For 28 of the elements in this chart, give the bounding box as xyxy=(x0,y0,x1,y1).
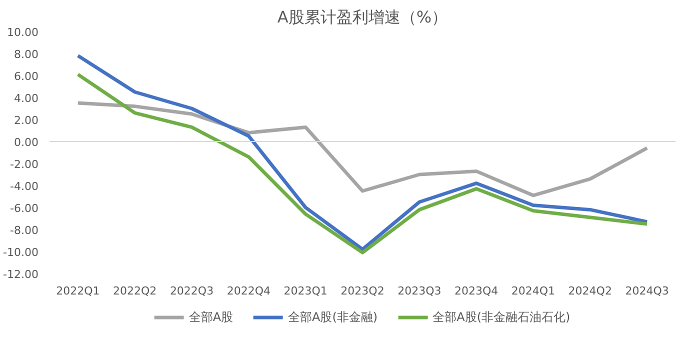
x-tick-label: 2022Q4 xyxy=(226,284,271,298)
x-tick-label: 2024Q2 xyxy=(568,284,612,298)
y-tick-label: -12.00 xyxy=(3,268,39,281)
y-tick-label: 0.00 xyxy=(14,136,39,149)
y-tick-label: 4.00 xyxy=(14,92,39,105)
x-tick-label: 2023Q2 xyxy=(340,284,384,298)
x-tick-label: 2024Q3 xyxy=(625,284,669,298)
y-tick-label: 6.00 xyxy=(14,70,39,83)
y-tick-label: -10.00 xyxy=(3,246,39,259)
chart-title: A股累计盈利增速（%） xyxy=(277,8,448,26)
x-tick-label: 2022Q3 xyxy=(170,284,214,298)
legend-label: 全部A股(非金融) xyxy=(288,308,378,326)
x-tick-label: 2023Q4 xyxy=(454,284,498,298)
line-series xyxy=(76,101,649,198)
legend-label: 全部A股 xyxy=(188,308,234,326)
y-tick-label: 2.00 xyxy=(14,114,39,127)
y-tick-label: -2.00 xyxy=(10,158,39,171)
y-tick-label: -8.00 xyxy=(10,224,39,237)
x-tick-label: 2022Q1 xyxy=(56,284,100,298)
y-tick-label: -4.00 xyxy=(10,180,39,193)
y-tick-label: 8.00 xyxy=(14,48,39,61)
x-tick-label: 2024Q1 xyxy=(511,284,556,298)
x-tick-label: 2023Q1 xyxy=(284,284,328,298)
x-tick-label: 2022Q2 xyxy=(113,284,157,298)
x-tick-label: 2023Q3 xyxy=(398,284,442,298)
y-tick-label: 10.00 xyxy=(7,26,39,39)
y-tick-label: -6.00 xyxy=(10,202,39,215)
legend-label: 全部A股(非金融石油石化) xyxy=(432,308,570,326)
